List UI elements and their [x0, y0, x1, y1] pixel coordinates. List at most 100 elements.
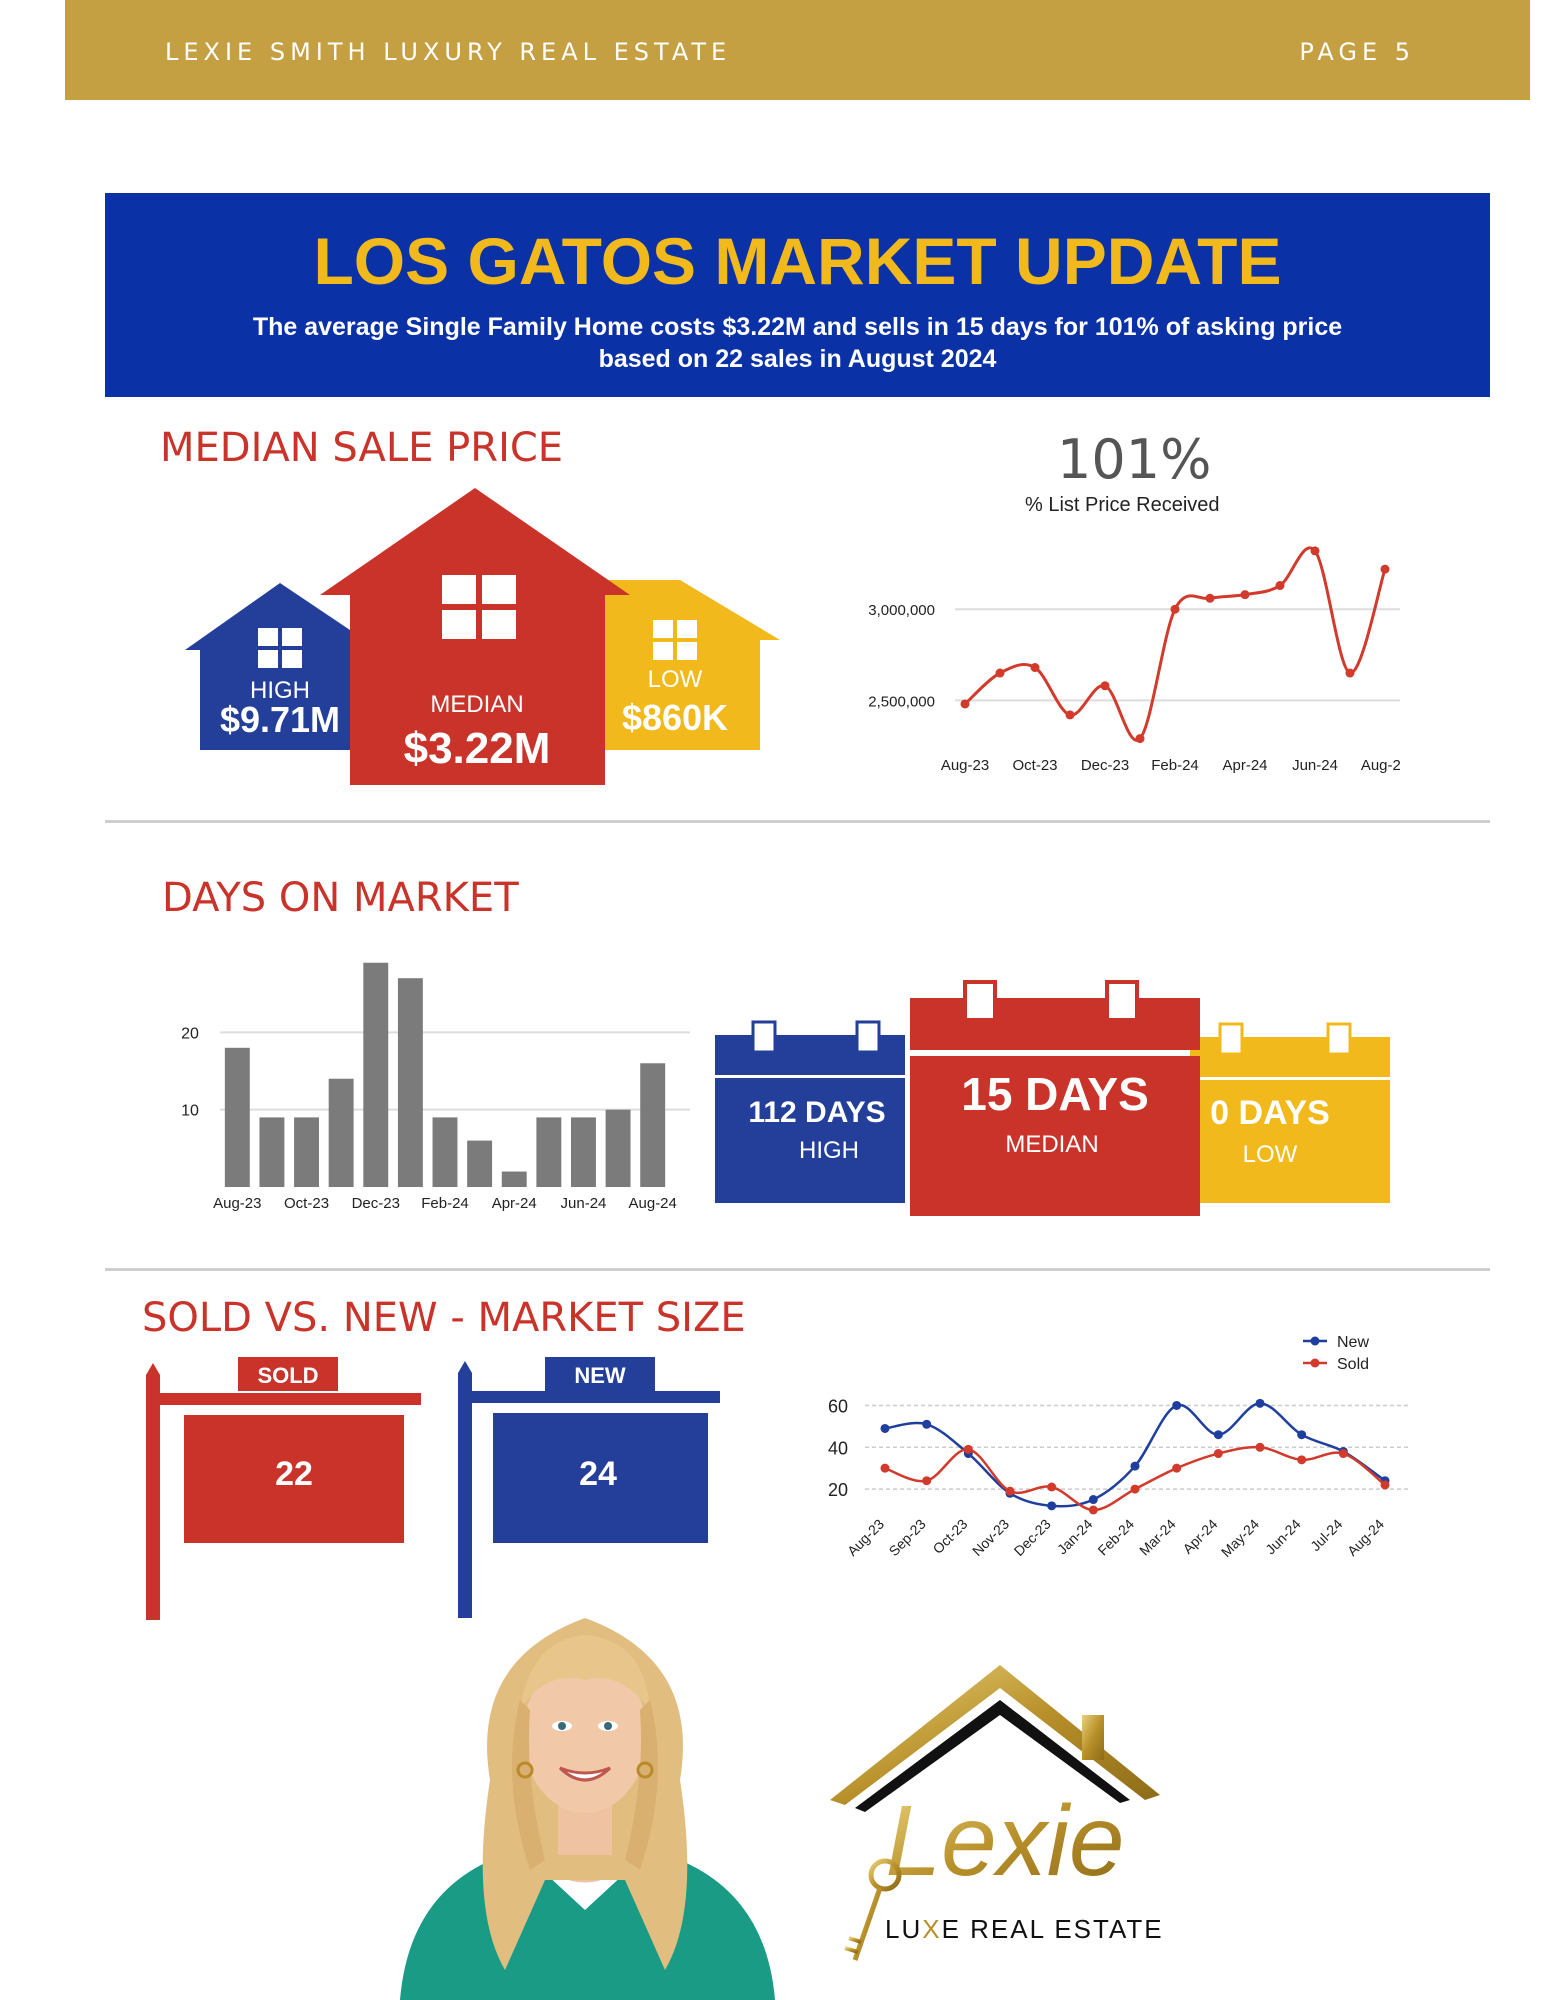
x-tick-label: Aug-24: [629, 1195, 677, 1212]
banner-subtitle: The average Single Family Home costs $3.…: [105, 311, 1490, 375]
sold-label: SOLD: [257, 1363, 318, 1388]
logo-script: Lexie: [885, 1785, 1124, 1897]
low-days-calendar: 0 DAYS LOW: [1190, 1022, 1390, 1203]
median-price: $3.22M: [404, 724, 551, 773]
high-days-calendar: 112 DAYS HIGH: [715, 1020, 905, 1203]
y-tick-label: 10: [181, 1103, 199, 1120]
median-section-title: MEDIAN SALE PRICE: [160, 425, 564, 471]
legend-marker: [1310, 1336, 1320, 1346]
high-price-house: HIGH $9.71M: [185, 583, 355, 750]
price-point: [1030, 663, 1040, 673]
median-days: 15 DAYS: [961, 1068, 1149, 1120]
y-tick-label: 3,000,000: [868, 602, 935, 619]
header-bar: LEXIE SMITH LUXURY REAL ESTATE PAGE 5: [65, 0, 1530, 100]
x-tick-label: Oct-23: [929, 1516, 970, 1557]
series-point-sold: [922, 1476, 932, 1486]
x-tick-label: Dec-23: [1081, 757, 1129, 774]
y-tick-label: 40: [828, 1438, 848, 1458]
dom-bar: [432, 1117, 458, 1187]
price-point: [1065, 710, 1075, 720]
days-calendars: 112 DAYS HIGH 0 DAYS LOW 15 DAYS MEDIAN: [715, 980, 1390, 1216]
high-days: 112 DAYS: [748, 1096, 885, 1129]
x-tick-label: May-24: [1218, 1516, 1262, 1560]
dom-bar: [259, 1117, 285, 1187]
x-tick-label: Sep-23: [886, 1516, 929, 1559]
median-days-label: MEDIAN: [1005, 1131, 1098, 1158]
x-tick-label: Dec-23: [352, 1195, 400, 1212]
median-days-calendar: 15 DAYS MEDIAN: [910, 980, 1200, 1216]
legend-label: Sold: [1337, 1356, 1369, 1373]
new-count: 24: [579, 1455, 617, 1493]
dom-bar: [605, 1109, 631, 1187]
price-point: [1205, 593, 1215, 603]
series-point-sold: [1255, 1442, 1265, 1452]
price-point: [1275, 581, 1285, 591]
high-label: HIGH: [250, 677, 310, 704]
x-tick-label: Jun-24: [561, 1195, 607, 1212]
x-tick-label: Dec-23: [1011, 1516, 1054, 1559]
logo-tagline: LUXE REAL ESTATE: [885, 1914, 1164, 1944]
series-point-sold: [1213, 1449, 1223, 1459]
page-number: PAGE 5: [1299, 38, 1415, 66]
x-tick-label: Jul-24: [1307, 1516, 1345, 1554]
y-tick-label: 20: [828, 1480, 848, 1500]
high-days-label: HIGH: [799, 1137, 859, 1164]
price-point: [1310, 546, 1320, 556]
new-label: NEW: [574, 1363, 626, 1388]
series-point-new: [1297, 1430, 1307, 1440]
series-point-sold: [1172, 1463, 1182, 1473]
dom-bar: [640, 1063, 666, 1187]
agent-photo: [400, 1618, 775, 2000]
dom-bar: [467, 1140, 493, 1187]
series-point-sold: [1005, 1486, 1015, 1496]
price-point: [1135, 734, 1145, 744]
x-tick-label: Feb-24: [421, 1195, 469, 1212]
house-roof-icon: [830, 1665, 1160, 1812]
x-tick-label: Apr-24: [492, 1195, 537, 1212]
price-series-line: [963, 546, 1387, 742]
sold-sign: SOLD 22: [146, 1357, 421, 1620]
price-point: [1380, 564, 1390, 574]
series-point-new: [880, 1423, 890, 1433]
section-divider: [105, 1268, 1490, 1271]
x-tick-label: Feb-24: [1094, 1516, 1137, 1559]
brand-name: LEXIE SMITH LUXURY REAL ESTATE: [165, 38, 732, 66]
list-price-kpi-label: % List Price Received: [1025, 494, 1220, 516]
price-point: [1345, 668, 1355, 678]
series-line-sold: [884, 1445, 1386, 1512]
dom-bar: [224, 1047, 250, 1187]
price-point: [1240, 590, 1250, 600]
series-point-new: [1255, 1398, 1265, 1408]
low-days-label: LOW: [1243, 1141, 1298, 1168]
sold-new-section-title: SOLD VS. NEW - MARKET SIZE: [142, 1295, 746, 1341]
series-point-sold: [1297, 1455, 1307, 1465]
series-point-new: [1130, 1461, 1140, 1471]
series-point-new: [922, 1419, 932, 1429]
series-point-new: [1172, 1400, 1182, 1410]
low-label: LOW: [648, 666, 703, 693]
median-price-house: MEDIAN $3.22M: [320, 488, 630, 785]
list-price-kpi: 101%: [1057, 428, 1212, 491]
banner-title: LOS GATOS MARKET UPDATE: [313, 224, 1282, 298]
series-point-new: [1213, 1430, 1223, 1440]
price-point: [960, 699, 970, 709]
legend-label: New: [1337, 1334, 1369, 1351]
x-tick-label: Oct-23: [1012, 757, 1057, 774]
series-point-sold: [1130, 1484, 1140, 1494]
banner-line-2: based on 22 sales in August 2024: [598, 345, 997, 373]
sold-count: 22: [275, 1455, 313, 1493]
x-tick-label: Mar-24: [1136, 1516, 1179, 1559]
dom-bar: [501, 1171, 527, 1187]
x-tick-label: Apr-24: [1179, 1516, 1220, 1557]
dom-section-title: DAYS ON MARKET: [162, 875, 519, 921]
high-price: $9.71M: [220, 699, 340, 740]
series-point-sold: [963, 1444, 973, 1454]
price-point: [995, 668, 1005, 678]
market-update-banner: LOS GATOS MARKET UPDATE The average Sing…: [105, 193, 1490, 397]
section-divider: [105, 820, 1490, 823]
median-label: MEDIAN: [430, 691, 523, 718]
x-tick-label: Oct-23: [284, 1195, 329, 1212]
legend-marker: [1310, 1358, 1320, 1368]
series-point-new: [1088, 1495, 1098, 1505]
